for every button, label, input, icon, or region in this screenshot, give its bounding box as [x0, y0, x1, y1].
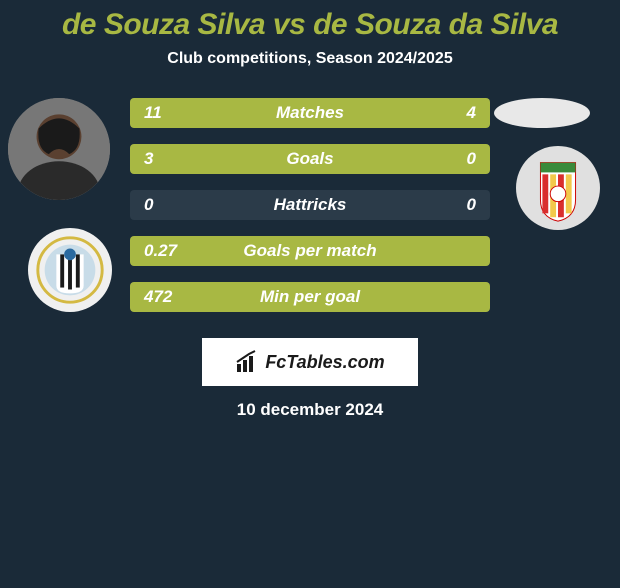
- stat-value-left: 472: [144, 282, 172, 312]
- club-badge-icon: [519, 149, 597, 227]
- page-subtitle: Club competitions, Season 2024/2025: [0, 50, 620, 68]
- stat-label: Goals per match: [243, 236, 376, 266]
- person-icon: [8, 98, 110, 200]
- stat-value-left: 3: [144, 144, 153, 174]
- stat-value-right: 4: [467, 98, 476, 128]
- comparison-date: 10 december 2024: [0, 400, 620, 420]
- stat-row: 472 Min per goal: [130, 282, 490, 312]
- brand-box[interactable]: FcTables.com: [202, 338, 418, 386]
- player-right-avatar: [494, 98, 590, 128]
- club-right-badge: [516, 146, 600, 230]
- stat-value-right: 0: [467, 190, 476, 220]
- stat-label: Min per goal: [260, 282, 360, 312]
- club-badge-icon: [31, 231, 109, 309]
- player-left-avatar: [8, 98, 110, 200]
- bar-chart-icon: [235, 350, 259, 374]
- stat-value-left: 0.27: [144, 236, 177, 266]
- stat-label: Goals: [286, 144, 333, 174]
- stats-table: 11 4 Matches 3 0 Goals 0 0 Hattricks 0.27 Goals pe…: [130, 98, 490, 328]
- stat-value-left: 11: [144, 98, 162, 128]
- stat-value-left: 0: [144, 190, 153, 220]
- brand-label: FcTables.com: [265, 352, 384, 373]
- stat-value-right: 0: [467, 144, 476, 174]
- stat-label: Hattricks: [274, 190, 347, 220]
- page-title: de Souza Silva vs de Souza da Silva: [0, 8, 620, 42]
- club-left-badge: [28, 228, 112, 312]
- stat-row: 3 0 Goals: [130, 144, 490, 174]
- comparison-panel: 114Matches30Goals00Hattricks0.27Goals pe…: [0, 98, 620, 166]
- stat-row: 0 0 Hattricks: [130, 190, 490, 220]
- stat-label: Matches: [276, 98, 344, 128]
- stat-bar-left: [130, 98, 393, 128]
- stat-row: 0.27 Goals per match: [130, 236, 490, 266]
- stat-row: 11 4 Matches: [130, 98, 490, 128]
